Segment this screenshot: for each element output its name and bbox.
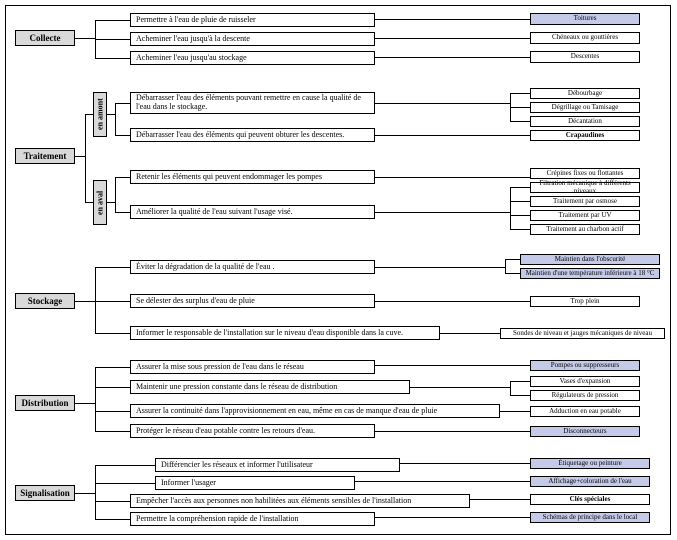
desc-dist-2: Assurer la continuité dans l'approvision… <box>130 404 500 418</box>
sub-amont-label: en amont <box>96 99 105 131</box>
category-traitement: Traitement <box>15 148 75 164</box>
out-dist-2: Régulateurs de pression <box>530 390 640 401</box>
out-stockage-0: Maintien dans l'obscurité <box>520 254 660 265</box>
desc-amont-1: Débarrasser l'eau des éléments qui peuve… <box>130 128 375 142</box>
desc-dist-1: Maintenir une pression constante dans le… <box>130 380 410 394</box>
sub-aval-label: en aval <box>96 190 105 214</box>
desc-sig-1: Informer l'usager <box>155 476 355 490</box>
category-signalisation: Signalisation <box>15 485 75 501</box>
sub-aval: en aval <box>93 180 107 225</box>
category-stockage: Stockage <box>15 293 75 309</box>
out-amont-1: Dégrillage ou Tamisage <box>530 102 640 113</box>
desc-aval-0: Retenir les éléments qui peuvent endomma… <box>130 170 375 184</box>
out-dist-1: Vases d'expansion <box>530 376 640 387</box>
desc-stockage-1: Se délester des surplus d'eau de pluie <box>130 294 375 308</box>
out-sig-2: Clés spéciales <box>530 494 650 505</box>
desc-collecte-0: Permettre à l'eau de pluie de ruisseler <box>130 13 375 27</box>
out-stockage-1: Maintien d'une température inférieure à … <box>520 268 660 279</box>
out-sig-3: Schémas de principe dans le local <box>530 512 650 523</box>
out-amont-2: Décantation <box>530 116 640 127</box>
out-aval-4: Traitement au charbon actif <box>530 224 640 235</box>
desc-amont-0: Débarrasser l'eau des éléments pouvant r… <box>130 92 375 114</box>
desc-stockage-2: Informer le responsable de l'installatio… <box>130 326 440 340</box>
desc-sig-3: Permettre la compréhension rapide de l'i… <box>130 512 375 526</box>
out-collecte-0: Toitures <box>530 13 640 25</box>
desc-aval-1: Améliorer la qualité de l'eau suivant l'… <box>130 205 375 219</box>
out-aval-3: Traitement par UV <box>530 210 640 221</box>
out-amont-0: Débourbage <box>530 88 640 99</box>
out-dist-0: Pompes ou suppresseurs <box>530 360 640 371</box>
desc-sig-2: Empêcher l'accès aux personnes non habil… <box>130 494 470 508</box>
sub-amont: en amont <box>93 92 107 137</box>
desc-stockage-0: Éviter la dégradation de la qualité de l… <box>130 260 375 274</box>
desc-dist-3: Protéger le réseau d'eau potable contre … <box>130 424 375 438</box>
out-aval-2: Traitement par osmose <box>530 196 640 207</box>
out-sig-0: Étiquetage ou peinture <box>530 458 650 469</box>
out-amont-3: Crapaudines <box>530 130 640 141</box>
out-collecte-1: Chéneaux ou gouttières <box>530 32 640 44</box>
desc-collecte-2: Acheminer l'eau jusqu'au stockage <box>130 51 375 65</box>
out-dist-3: Adduction en eau potable <box>530 406 640 417</box>
out-aval-0: Crépines fixes ou flottantes <box>530 168 640 179</box>
out-aval-1: Filtration mécanique à différents niveau… <box>530 182 640 193</box>
category-collecte: Collecte <box>15 30 75 46</box>
desc-dist-0: Assurer la mise sous pression de l'eau d… <box>130 360 375 374</box>
desc-collecte-1: Acheminer l'eau jusqu'à la descente <box>130 32 375 46</box>
category-distribution: Distribution <box>15 395 75 411</box>
out-stockage-3: Sondes de niveau et jauges mécaniques de… <box>500 328 665 339</box>
out-stockage-2: Trop plein <box>530 296 640 307</box>
out-sig-1: Affichage+coloration de l'eau <box>530 476 650 487</box>
out-dist-4: Disconnecteurs <box>530 426 640 437</box>
out-collecte-2: Descentes <box>530 51 640 63</box>
desc-sig-0: Différencier les réseaux et informer l'u… <box>155 458 400 472</box>
